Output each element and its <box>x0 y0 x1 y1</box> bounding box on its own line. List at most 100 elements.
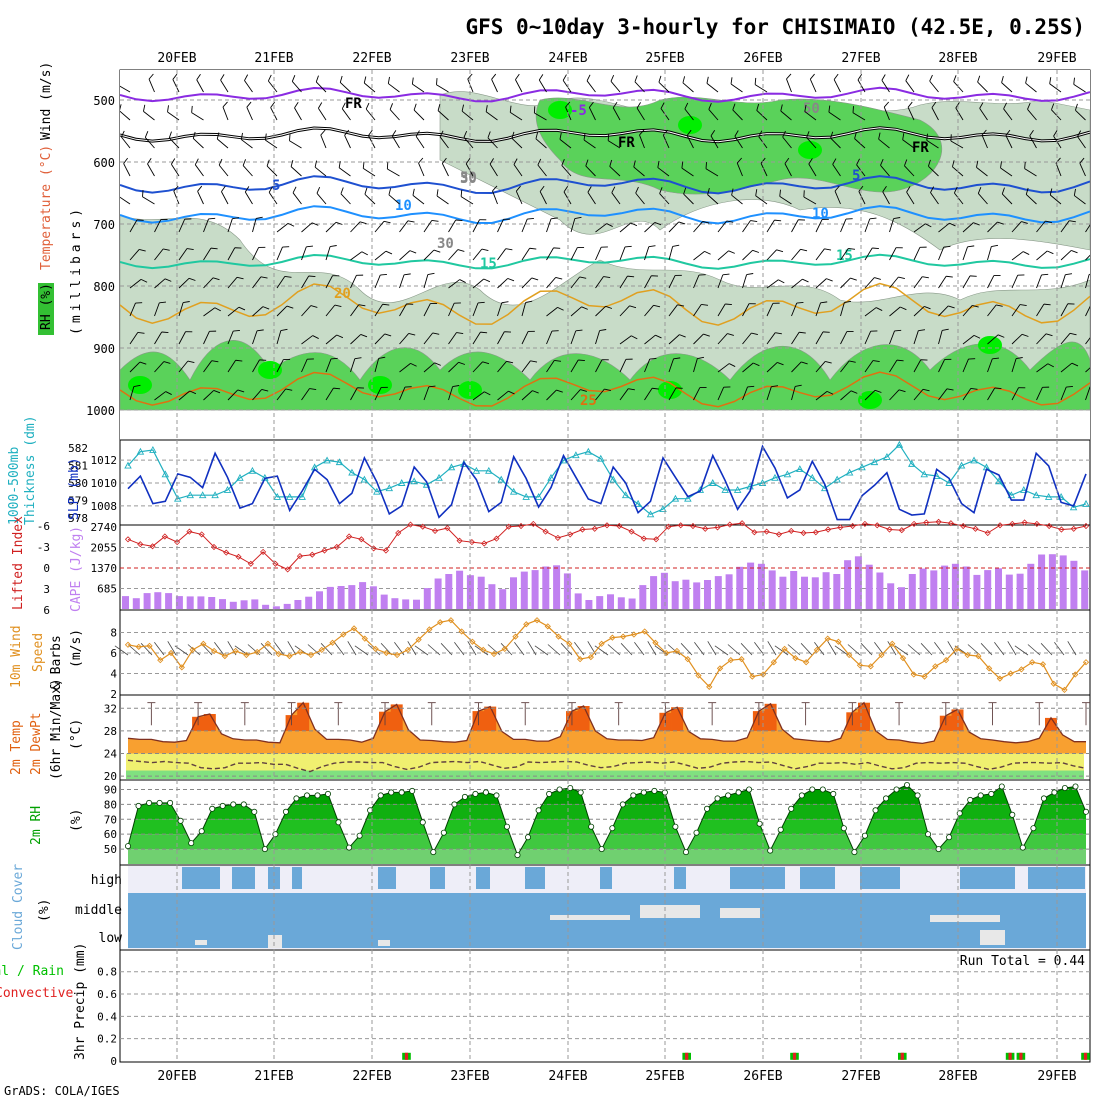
wind-barb <box>950 134 964 149</box>
wind-barb-shaft <box>705 168 719 177</box>
wind-barb-shaft <box>583 139 596 149</box>
rh2m-point <box>872 807 879 814</box>
wind-barb-flag <box>977 75 981 83</box>
wind-barb-flag <box>577 247 585 249</box>
wind-barb-shaft <box>881 80 890 93</box>
wind-barb-flag <box>236 276 244 280</box>
thickness-point <box>497 475 506 483</box>
thickness-point <box>733 486 742 493</box>
wind-barb <box>252 306 270 317</box>
cape-bar <box>510 577 517 609</box>
cape-bar <box>1038 554 1046 609</box>
wind-barb-shaft <box>129 386 135 401</box>
wind-barb-flag <box>359 221 367 225</box>
wind10m-barb-shaft <box>427 644 441 656</box>
wind-barb <box>509 105 523 121</box>
wind-barb-shaft <box>472 391 485 401</box>
wind-barb-shaft <box>834 190 841 205</box>
rh2m-point <box>240 801 247 808</box>
wind-barb-flag <box>587 186 592 193</box>
wind-barb-shaft <box>266 165 278 177</box>
wind-barb-shaft <box>472 361 483 373</box>
wind-barb-flag <box>949 222 956 227</box>
thickness-tick-580: 580 <box>68 477 88 490</box>
wind-barb-shaft <box>686 135 694 149</box>
wind10m-barb-shaft <box>1067 641 1077 656</box>
wind-barb-shaft <box>203 218 209 233</box>
wind-barb <box>491 73 498 93</box>
wind10m-barb <box>380 643 393 656</box>
wind-barb <box>129 361 147 373</box>
wind-barb-shaft <box>742 274 748 289</box>
wind-barb-shaft <box>1001 82 1013 93</box>
rh2m-point <box>324 790 331 797</box>
wind-barb <box>539 185 547 205</box>
cloud-row-high: high <box>91 873 122 888</box>
wind-barb-flag <box>1022 251 1030 255</box>
lifted-index-point <box>665 523 672 530</box>
wind-barb-flag <box>404 386 412 388</box>
lifted-index-ylabel: Lifted Index <box>11 516 26 610</box>
wind-barb-shaft <box>585 165 596 177</box>
wind-barb-shaft <box>448 219 457 233</box>
wind-barb-flag <box>354 357 362 360</box>
wind-barb <box>668 387 683 401</box>
contour-label: FR <box>345 96 362 112</box>
wind-barb-flag <box>856 158 860 166</box>
wind-barb <box>913 223 932 233</box>
wind-barb-shaft <box>766 279 779 289</box>
thickness-point <box>1082 499 1090 507</box>
wind10m-barb <box>980 643 993 656</box>
wind-barb-flag <box>944 358 952 360</box>
wind-barb-flag <box>120 104 122 111</box>
wind-barb-flag <box>732 103 736 111</box>
wind-barb-shaft <box>301 275 310 289</box>
bottom-date-20feb: 20FEB <box>157 1069 196 1084</box>
wind-barb-flag <box>310 305 318 308</box>
wind-barb-flag <box>657 160 660 168</box>
wind-barb <box>399 332 416 345</box>
wind-barb-shaft <box>611 192 621 205</box>
wind-barb <box>387 76 400 93</box>
wind-barb-shaft <box>693 387 701 401</box>
wind-barb-flag <box>1001 187 1005 195</box>
wind-barb-shaft <box>595 223 607 233</box>
wind10m-barb-shaft <box>560 643 573 656</box>
wind-barb-flag <box>563 186 569 193</box>
wind-barb-shaft <box>852 112 866 121</box>
wind-barb-shaft <box>203 247 212 261</box>
wind-barb-shaft <box>436 84 449 93</box>
wind-barb-shaft <box>962 222 974 233</box>
cape-bar <box>326 586 334 609</box>
li-tick: 3 <box>43 583 50 596</box>
wind10m-barb <box>827 641 837 656</box>
wind10m-barb <box>680 643 693 656</box>
cape-bar <box>585 600 593 609</box>
wind-barb-shaft <box>191 112 204 121</box>
wind-barb-shaft <box>668 387 677 401</box>
wind-barb <box>472 278 491 289</box>
wind-barb-shaft <box>840 390 852 401</box>
wind-barb-flag <box>924 306 931 310</box>
wind10m-barb-shaft <box>994 641 1005 656</box>
cape-bar <box>143 593 151 609</box>
wind10m-barb <box>947 641 957 656</box>
cape-bar <box>768 570 776 609</box>
wind10m-barb <box>667 644 681 656</box>
cloud-middle-low <box>128 893 1086 948</box>
wind-barb-shaft <box>595 247 602 261</box>
wind-panel-ylabels: 10m Wind Speed & Barbs (m/s) <box>9 625 84 690</box>
wind-barb <box>317 102 327 121</box>
wind10m-ylabel-1: 10m Wind <box>9 625 24 688</box>
wind-barb-flag <box>213 390 221 394</box>
wind-barb <box>889 247 903 261</box>
wind-barb-flag <box>604 388 611 392</box>
wind-barb-shaft <box>707 194 719 205</box>
bottom-date-29feb: 29FEB <box>1037 1069 1076 1084</box>
wind-barb-shaft <box>1060 332 1071 345</box>
wind-barb-shaft <box>808 163 817 177</box>
wind10m-barb <box>767 641 777 656</box>
thickness-point <box>534 492 543 500</box>
wind-barb-flag <box>505 248 513 251</box>
